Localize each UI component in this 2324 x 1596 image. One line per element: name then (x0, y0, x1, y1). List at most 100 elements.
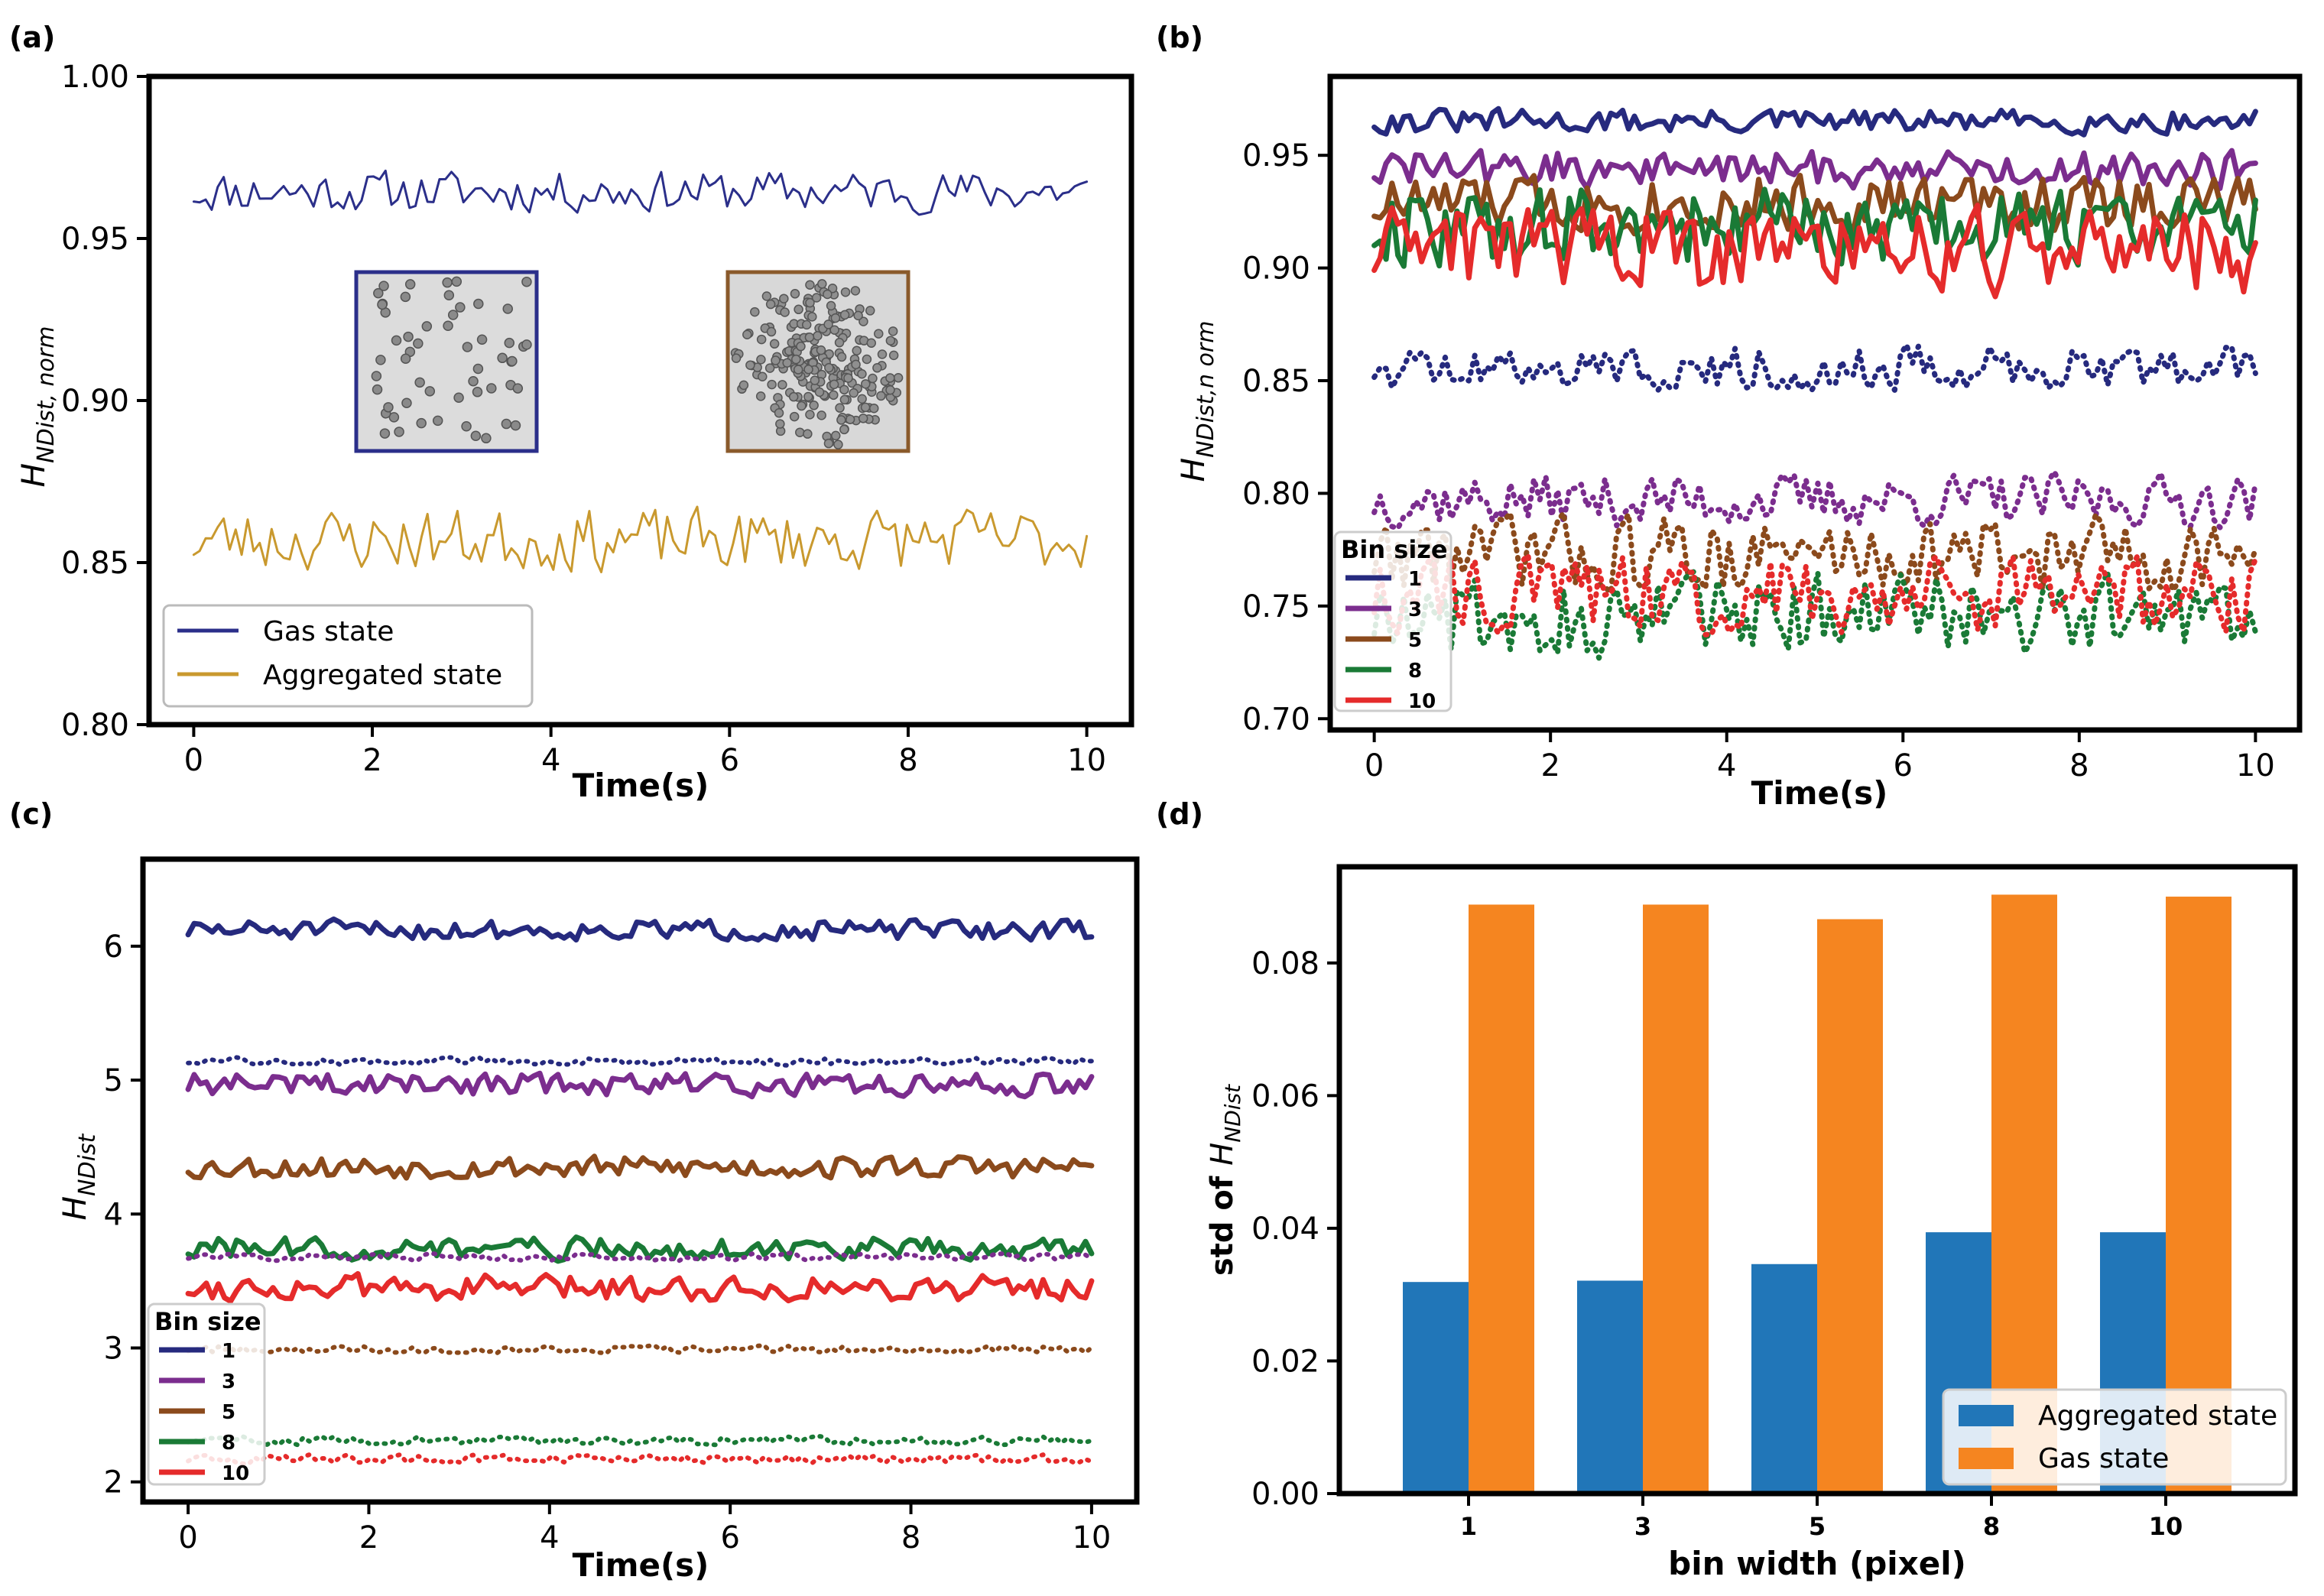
series-line-5-solid (1371, 173, 2258, 237)
particle (876, 391, 886, 401)
x-tick-label: 5 (1809, 1512, 1826, 1541)
particle (823, 289, 833, 300)
particle (372, 384, 383, 395)
particle (764, 363, 775, 373)
particle (765, 299, 776, 310)
y-tick-label: 0.80 (61, 708, 129, 743)
y-tick-label: 0.90 (61, 384, 129, 419)
particle (512, 383, 524, 394)
particle (833, 440, 843, 449)
series-line-8-dotted (186, 1433, 1094, 1448)
legend-label: 5 (222, 1401, 235, 1424)
particle (885, 385, 895, 395)
particle (455, 302, 466, 313)
particle (835, 403, 845, 413)
legend-label-aggregated: Aggregated state (2038, 1400, 2277, 1432)
particle (840, 287, 851, 297)
particle (775, 419, 785, 429)
legend-label: 5 (1408, 629, 1422, 652)
x-tick-label: 6 (720, 743, 739, 778)
particle (874, 329, 884, 339)
particle (829, 379, 839, 390)
particle (780, 307, 790, 317)
particle (755, 391, 766, 401)
x-tick-label: 2 (1540, 748, 1560, 783)
particle (416, 417, 427, 429)
particle (850, 286, 861, 296)
particle (394, 427, 404, 437)
x-tick-label: 10 (1067, 743, 1106, 778)
particle (403, 331, 414, 342)
y-tick-label: 0.06 (1251, 1079, 1319, 1114)
particle (756, 355, 766, 365)
panel-a-legend: Gas state Aggregated state (162, 604, 534, 708)
panel-c-ylabel: HNDist (56, 1133, 101, 1220)
particle (447, 310, 459, 320)
panel-c-series (185, 916, 1095, 1467)
particle (830, 313, 841, 323)
legend-label: 8 (222, 1432, 235, 1455)
panel-a-series (192, 169, 1089, 573)
particle (373, 287, 384, 299)
x-tick-label: 2 (359, 1520, 378, 1555)
particle (839, 384, 849, 395)
particle (756, 334, 767, 345)
panel-b-ylabel: HNDist,n orm (1174, 321, 1219, 482)
particle (805, 410, 815, 420)
y-tick-label: 0.70 (1242, 702, 1310, 737)
particle (413, 338, 424, 349)
legend-label: 3 (222, 1371, 235, 1393)
particle (885, 373, 895, 383)
particle (481, 433, 492, 444)
panel-c-label: (c) (9, 797, 53, 831)
panel-b-frame (1327, 73, 2303, 733)
panel-a-xlabel: Time(s) (573, 767, 709, 804)
particle (814, 387, 825, 397)
series-line-3-dotted (186, 1251, 1094, 1264)
bar-gas-state-3 (1643, 904, 1709, 1494)
particle (829, 390, 839, 401)
particle (839, 424, 849, 435)
particle (486, 383, 497, 394)
particle (789, 411, 800, 422)
particle (817, 279, 827, 289)
bar-gas-state-5 (1817, 919, 1883, 1494)
particle (371, 371, 382, 381)
particle (443, 320, 453, 331)
series-line-gas-state (192, 169, 1089, 216)
particle (853, 310, 863, 321)
particle (813, 331, 823, 341)
particle (383, 402, 394, 413)
x-tick-label: 4 (541, 743, 560, 778)
particle (888, 350, 899, 361)
particle (771, 355, 781, 365)
bar-gas-state-1 (1469, 904, 1534, 1494)
legend-label-gas: Gas state (2038, 1443, 2169, 1474)
y-tick-label: 0.00 (1251, 1477, 1319, 1512)
panel-d-ticks: 1 3 5 8 10 0.00 0.02 0.04 0.06 0.08 (1251, 946, 2183, 1541)
particle (810, 375, 820, 385)
particle (401, 397, 412, 408)
particle (432, 415, 443, 427)
particle (836, 352, 847, 362)
x-tick-label: 4 (1717, 748, 1736, 783)
series-line-3-solid (1371, 148, 2258, 191)
x-tick-label: 1 (1460, 1512, 1477, 1541)
series-line-3-dotted (1371, 469, 2258, 531)
series-line-5-dotted (1371, 510, 2258, 595)
legend-title: Bin size (154, 1307, 261, 1336)
particle (866, 338, 876, 348)
particle (510, 420, 521, 431)
x-tick-label: 3 (1634, 1512, 1651, 1541)
legend-label: 1 (222, 1340, 235, 1363)
particle (831, 430, 841, 441)
particle (404, 279, 416, 290)
particle (521, 276, 532, 287)
particle (797, 401, 807, 411)
particle (424, 386, 436, 397)
panel-a-label: (a) (9, 21, 55, 54)
y-tick-label: 0.95 (1242, 138, 1310, 174)
x-tick-label: 0 (184, 743, 203, 778)
particle (777, 380, 787, 390)
y-tick-label: 0.08 (1251, 946, 1319, 981)
